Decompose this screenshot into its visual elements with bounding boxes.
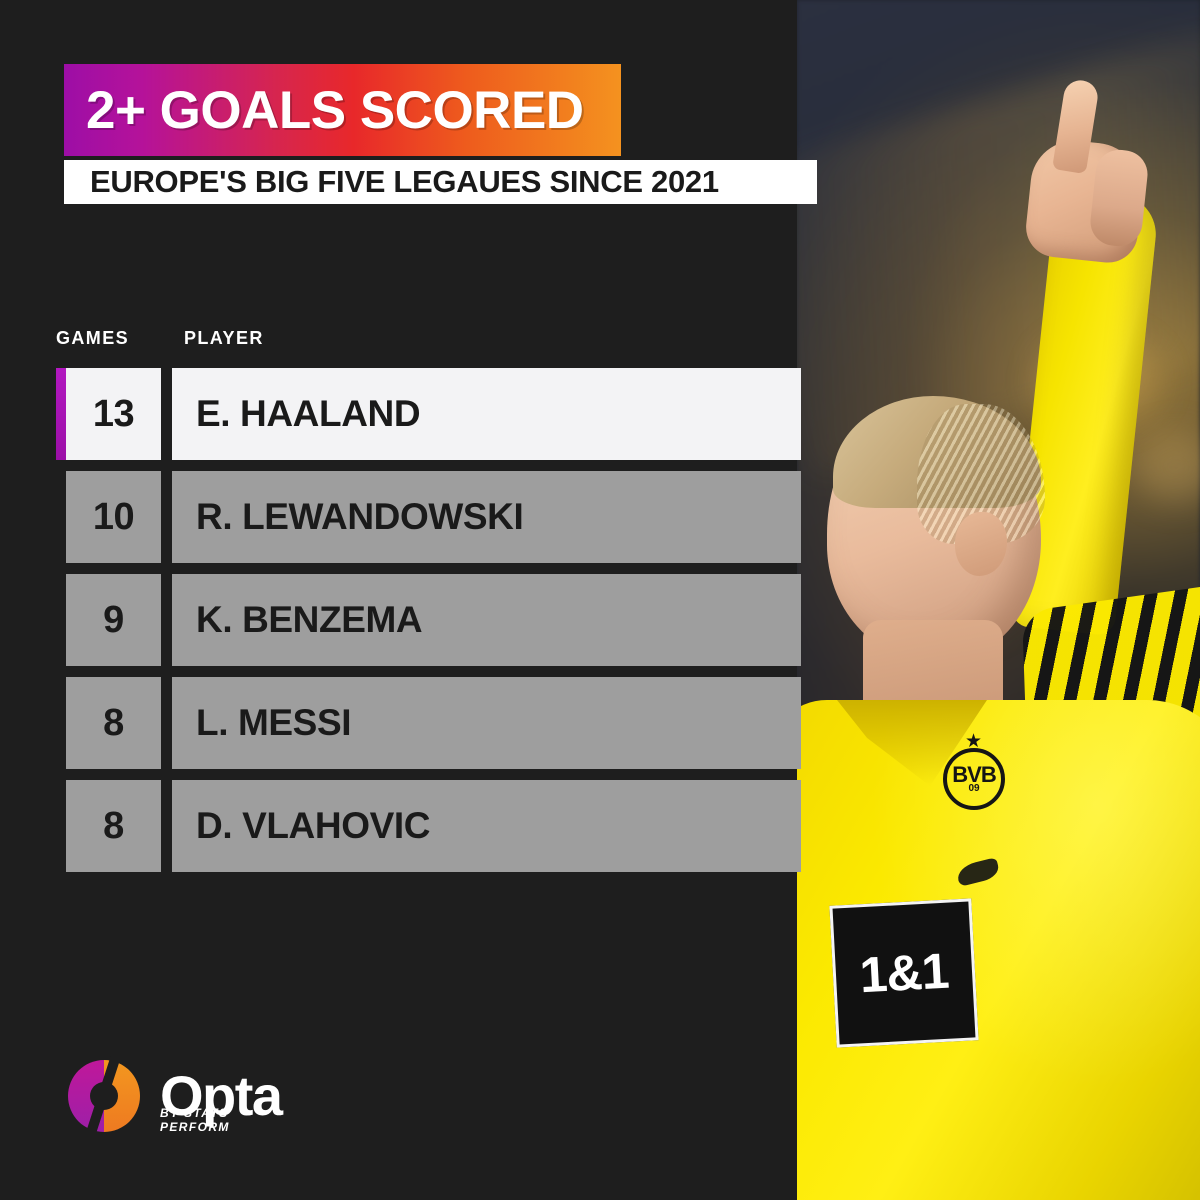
row-accent-bar xyxy=(56,368,66,460)
bvb-crest-icon: BVB 09 xyxy=(943,748,1005,810)
player-ear xyxy=(955,512,1007,576)
opta-tagline: BY STATS PERFORM xyxy=(160,1106,230,1134)
crest-label: BVB xyxy=(952,761,996,787)
cell-gap xyxy=(161,368,172,460)
crest-year: 09 xyxy=(968,783,980,795)
cell-gap xyxy=(161,574,172,666)
games-cell: 9 xyxy=(66,574,161,666)
games-cell: 8 xyxy=(66,780,161,872)
player-cell: L. MESSI xyxy=(172,677,801,769)
opta-mark-hole xyxy=(90,1082,118,1110)
player-name: K. BENZEMA xyxy=(196,599,423,640)
sponsor-patch: 1&1 xyxy=(829,898,979,1048)
games-value: 9 xyxy=(103,598,124,641)
table-row: 9 K. BENZEMA xyxy=(56,574,801,666)
opta-logo: Opta BY STATS PERFORM xyxy=(68,1056,283,1136)
games-cell: 10 xyxy=(66,471,161,563)
column-header-games: GAMES xyxy=(56,328,130,348)
cell-gap xyxy=(161,677,172,769)
player-name: R. LEWANDOWSKI xyxy=(196,496,524,537)
games-value: 8 xyxy=(103,804,124,847)
games-value: 13 xyxy=(92,392,135,435)
player-cell: D. VLAHOVIC xyxy=(172,780,801,872)
table-row: 13 E. HAALAND xyxy=(56,368,801,460)
column-header-player: PLAYER xyxy=(184,328,264,348)
cell-gap xyxy=(161,780,172,872)
games-cell: 8 xyxy=(66,677,161,769)
opta-word: Opta xyxy=(160,1064,283,1127)
table-row: 8 D. VLAHOVIC xyxy=(56,780,801,872)
page-title: 2+ GOALS SCORED xyxy=(86,80,584,140)
player-name: D. VLAHOVIC xyxy=(196,805,431,846)
opta-mark-icon xyxy=(68,1056,140,1136)
player-name: L. MESSI xyxy=(196,702,352,743)
subtitle-banner: EUROPE'S BIG FIVE LEGAUES SINCE 2021 xyxy=(64,160,817,204)
player-photo: ★ BVB 09 1&1 xyxy=(797,0,1200,1200)
player-name: E. HAALAND xyxy=(196,393,421,434)
opta-wordmark: Opta BY STATS PERFORM xyxy=(160,1064,283,1135)
table-row: 10 R. LEWANDOWSKI xyxy=(56,471,801,563)
games-value: 10 xyxy=(92,495,135,538)
table-row: 8 L. MESSI xyxy=(56,677,801,769)
crowd-bokeh xyxy=(1135,432,1200,502)
player-cell: K. BENZEMA xyxy=(172,574,801,666)
player-cell: E. HAALAND xyxy=(172,368,801,460)
table-header-row: GAMES PLAYER xyxy=(56,328,656,354)
ranking-table: 13 E. HAALAND 10 R. LEWANDOWSKI 9 xyxy=(56,368,801,883)
jersey-star-icon: ★ xyxy=(965,731,983,752)
games-cell: 13 xyxy=(66,368,161,460)
games-value: 8 xyxy=(103,701,124,744)
cell-gap xyxy=(161,471,172,563)
title-banner: 2+ GOALS SCORED xyxy=(64,64,621,156)
player-cell: R. LEWANDOWSKI xyxy=(172,471,801,563)
page-subtitle: EUROPE'S BIG FIVE LEGAUES SINCE 2021 xyxy=(90,164,719,199)
